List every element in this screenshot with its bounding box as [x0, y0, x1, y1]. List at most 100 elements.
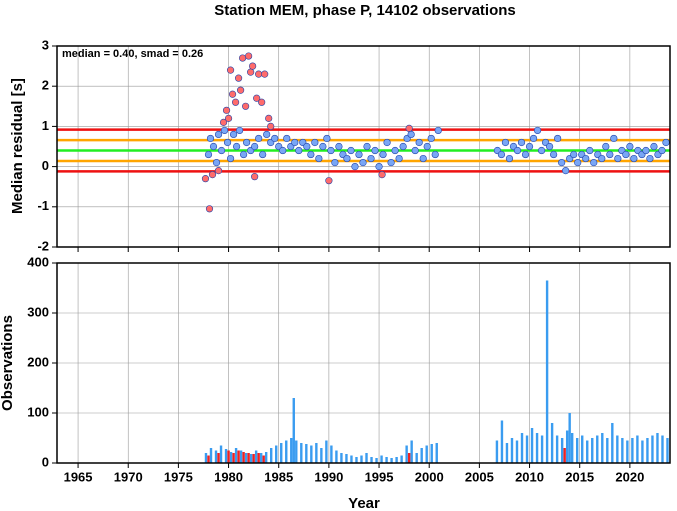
- point: [602, 142, 610, 151]
- bar: [335, 450, 338, 463]
- plot-frame: [56, 262, 671, 464]
- point: [245, 52, 253, 60]
- bar: [601, 433, 604, 463]
- point: [226, 154, 235, 163]
- point: [251, 142, 259, 151]
- plot-frame: [56, 45, 671, 248]
- point: [415, 138, 423, 147]
- point: [239, 54, 247, 62]
- point: [267, 122, 275, 130]
- bar: [259, 453, 263, 463]
- bar: [300, 443, 303, 463]
- x-tick-label: 2020: [615, 469, 644, 484]
- bar: [525, 435, 529, 463]
- bar: [320, 448, 323, 463]
- point: [391, 146, 399, 155]
- bar: [581, 435, 584, 463]
- bar: [219, 445, 223, 463]
- point: [546, 142, 554, 151]
- point: [582, 154, 590, 163]
- point: [610, 134, 618, 143]
- point: [325, 177, 333, 185]
- x-tick-label: 2015: [565, 469, 594, 484]
- x-tick-label: 1990: [314, 469, 343, 484]
- y-tick-label: 2: [42, 78, 49, 93]
- y-axis-label: Median residual [s]: [9, 78, 26, 214]
- bar: [656, 433, 659, 463]
- y-tick-label: 100: [27, 404, 49, 419]
- point: [650, 142, 658, 151]
- bar: [425, 445, 428, 463]
- point: [315, 154, 323, 163]
- y-tick-label: 300: [27, 304, 49, 319]
- point: [253, 94, 261, 102]
- point: [497, 150, 506, 159]
- point: [303, 142, 311, 151]
- point: [427, 134, 435, 143]
- point: [399, 142, 407, 151]
- bar: [340, 453, 343, 463]
- bar: [295, 440, 298, 463]
- point: [247, 68, 255, 76]
- point: [431, 150, 439, 159]
- point: [219, 118, 228, 126]
- bar: [217, 453, 220, 463]
- bar: [232, 453, 235, 463]
- bar: [315, 443, 318, 463]
- bar: [586, 440, 589, 463]
- point: [375, 163, 383, 171]
- bar: [244, 453, 248, 463]
- point: [411, 146, 419, 155]
- bar: [375, 458, 378, 463]
- point: [405, 124, 413, 133]
- bar: [651, 435, 654, 463]
- point: [263, 130, 271, 139]
- point: [258, 98, 266, 106]
- bar: [555, 435, 559, 463]
- point: [323, 134, 331, 143]
- bar: [254, 450, 258, 463]
- point: [251, 173, 259, 181]
- point: [378, 171, 386, 179]
- point: [347, 146, 355, 155]
- y-tick-label: 1: [42, 118, 49, 133]
- point: [236, 86, 245, 94]
- point: [505, 154, 514, 163]
- bar: [520, 433, 524, 463]
- point: [220, 126, 229, 135]
- chart-title: Station MEM, phase P, 14102 observations: [214, 2, 516, 19]
- point: [222, 106, 231, 114]
- x-tick-label: 1965: [64, 469, 93, 484]
- bar: [621, 438, 624, 463]
- bar: [207, 455, 210, 463]
- y-tick-label: -1: [37, 198, 49, 213]
- point: [598, 154, 606, 163]
- point: [537, 146, 546, 155]
- point: [259, 150, 267, 159]
- point: [379, 150, 387, 159]
- bar: [242, 452, 245, 463]
- x-tick-label: 2005: [465, 469, 494, 484]
- bar: [568, 413, 571, 463]
- x-tick-label: 2010: [515, 469, 544, 484]
- x-tick-label: 1975: [164, 469, 193, 484]
- bar: [249, 454, 253, 463]
- bar: [606, 438, 609, 463]
- point: [335, 142, 343, 151]
- point: [307, 150, 315, 159]
- point: [234, 74, 243, 82]
- point: [249, 62, 257, 70]
- point: [614, 154, 622, 163]
- bar: [365, 453, 368, 463]
- bar: [616, 435, 619, 463]
- annotation: median = 0.40, smad = 0.26: [62, 48, 203, 60]
- bar: [310, 445, 313, 463]
- bar: [262, 455, 265, 463]
- bar: [530, 428, 534, 463]
- bar: [636, 435, 639, 463]
- point: [208, 171, 217, 179]
- bar: [355, 457, 358, 463]
- bar: [641, 440, 644, 463]
- bar: [209, 448, 213, 463]
